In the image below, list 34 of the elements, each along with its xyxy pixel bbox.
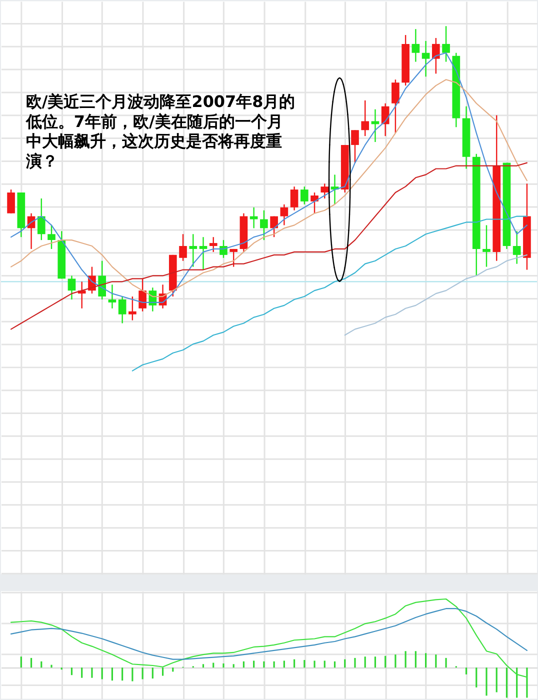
candlestick xyxy=(361,100,370,137)
candlestick xyxy=(371,108,380,143)
candlestick xyxy=(220,239,228,258)
candlestick xyxy=(310,192,318,214)
candlestick xyxy=(138,278,146,312)
candlestick xyxy=(98,260,106,300)
candlestick xyxy=(68,275,76,300)
candlestick xyxy=(432,37,440,74)
candlestick xyxy=(199,236,208,270)
candlestick xyxy=(189,234,198,268)
candlestick xyxy=(270,216,278,238)
candlestick xyxy=(230,248,238,268)
candlestick xyxy=(442,26,450,62)
candlestick xyxy=(482,224,490,268)
candlestick xyxy=(108,284,116,309)
candlestick xyxy=(381,102,390,137)
candlestick xyxy=(260,210,268,241)
candlestick xyxy=(250,206,258,229)
candlestick xyxy=(320,183,329,200)
candlestick xyxy=(48,224,56,250)
candlestick xyxy=(512,230,521,264)
candlestick xyxy=(280,204,288,226)
candlestick xyxy=(300,186,308,205)
candlestick xyxy=(118,296,126,324)
candlestick xyxy=(412,28,420,62)
candlestick xyxy=(128,296,136,321)
candlestick xyxy=(392,79,400,134)
candlestick xyxy=(37,198,46,241)
candlestick xyxy=(7,188,15,214)
candlestick xyxy=(290,186,298,211)
candlestick xyxy=(422,40,430,78)
candlestick xyxy=(209,236,218,253)
annotation: 欧/美近三个月波动降至2007年8月的低位。7年前，欧/美在随后的一个月中大幅飙升，这次历史是否将再度重演？ xyxy=(24,92,296,171)
candlestick xyxy=(179,234,187,262)
